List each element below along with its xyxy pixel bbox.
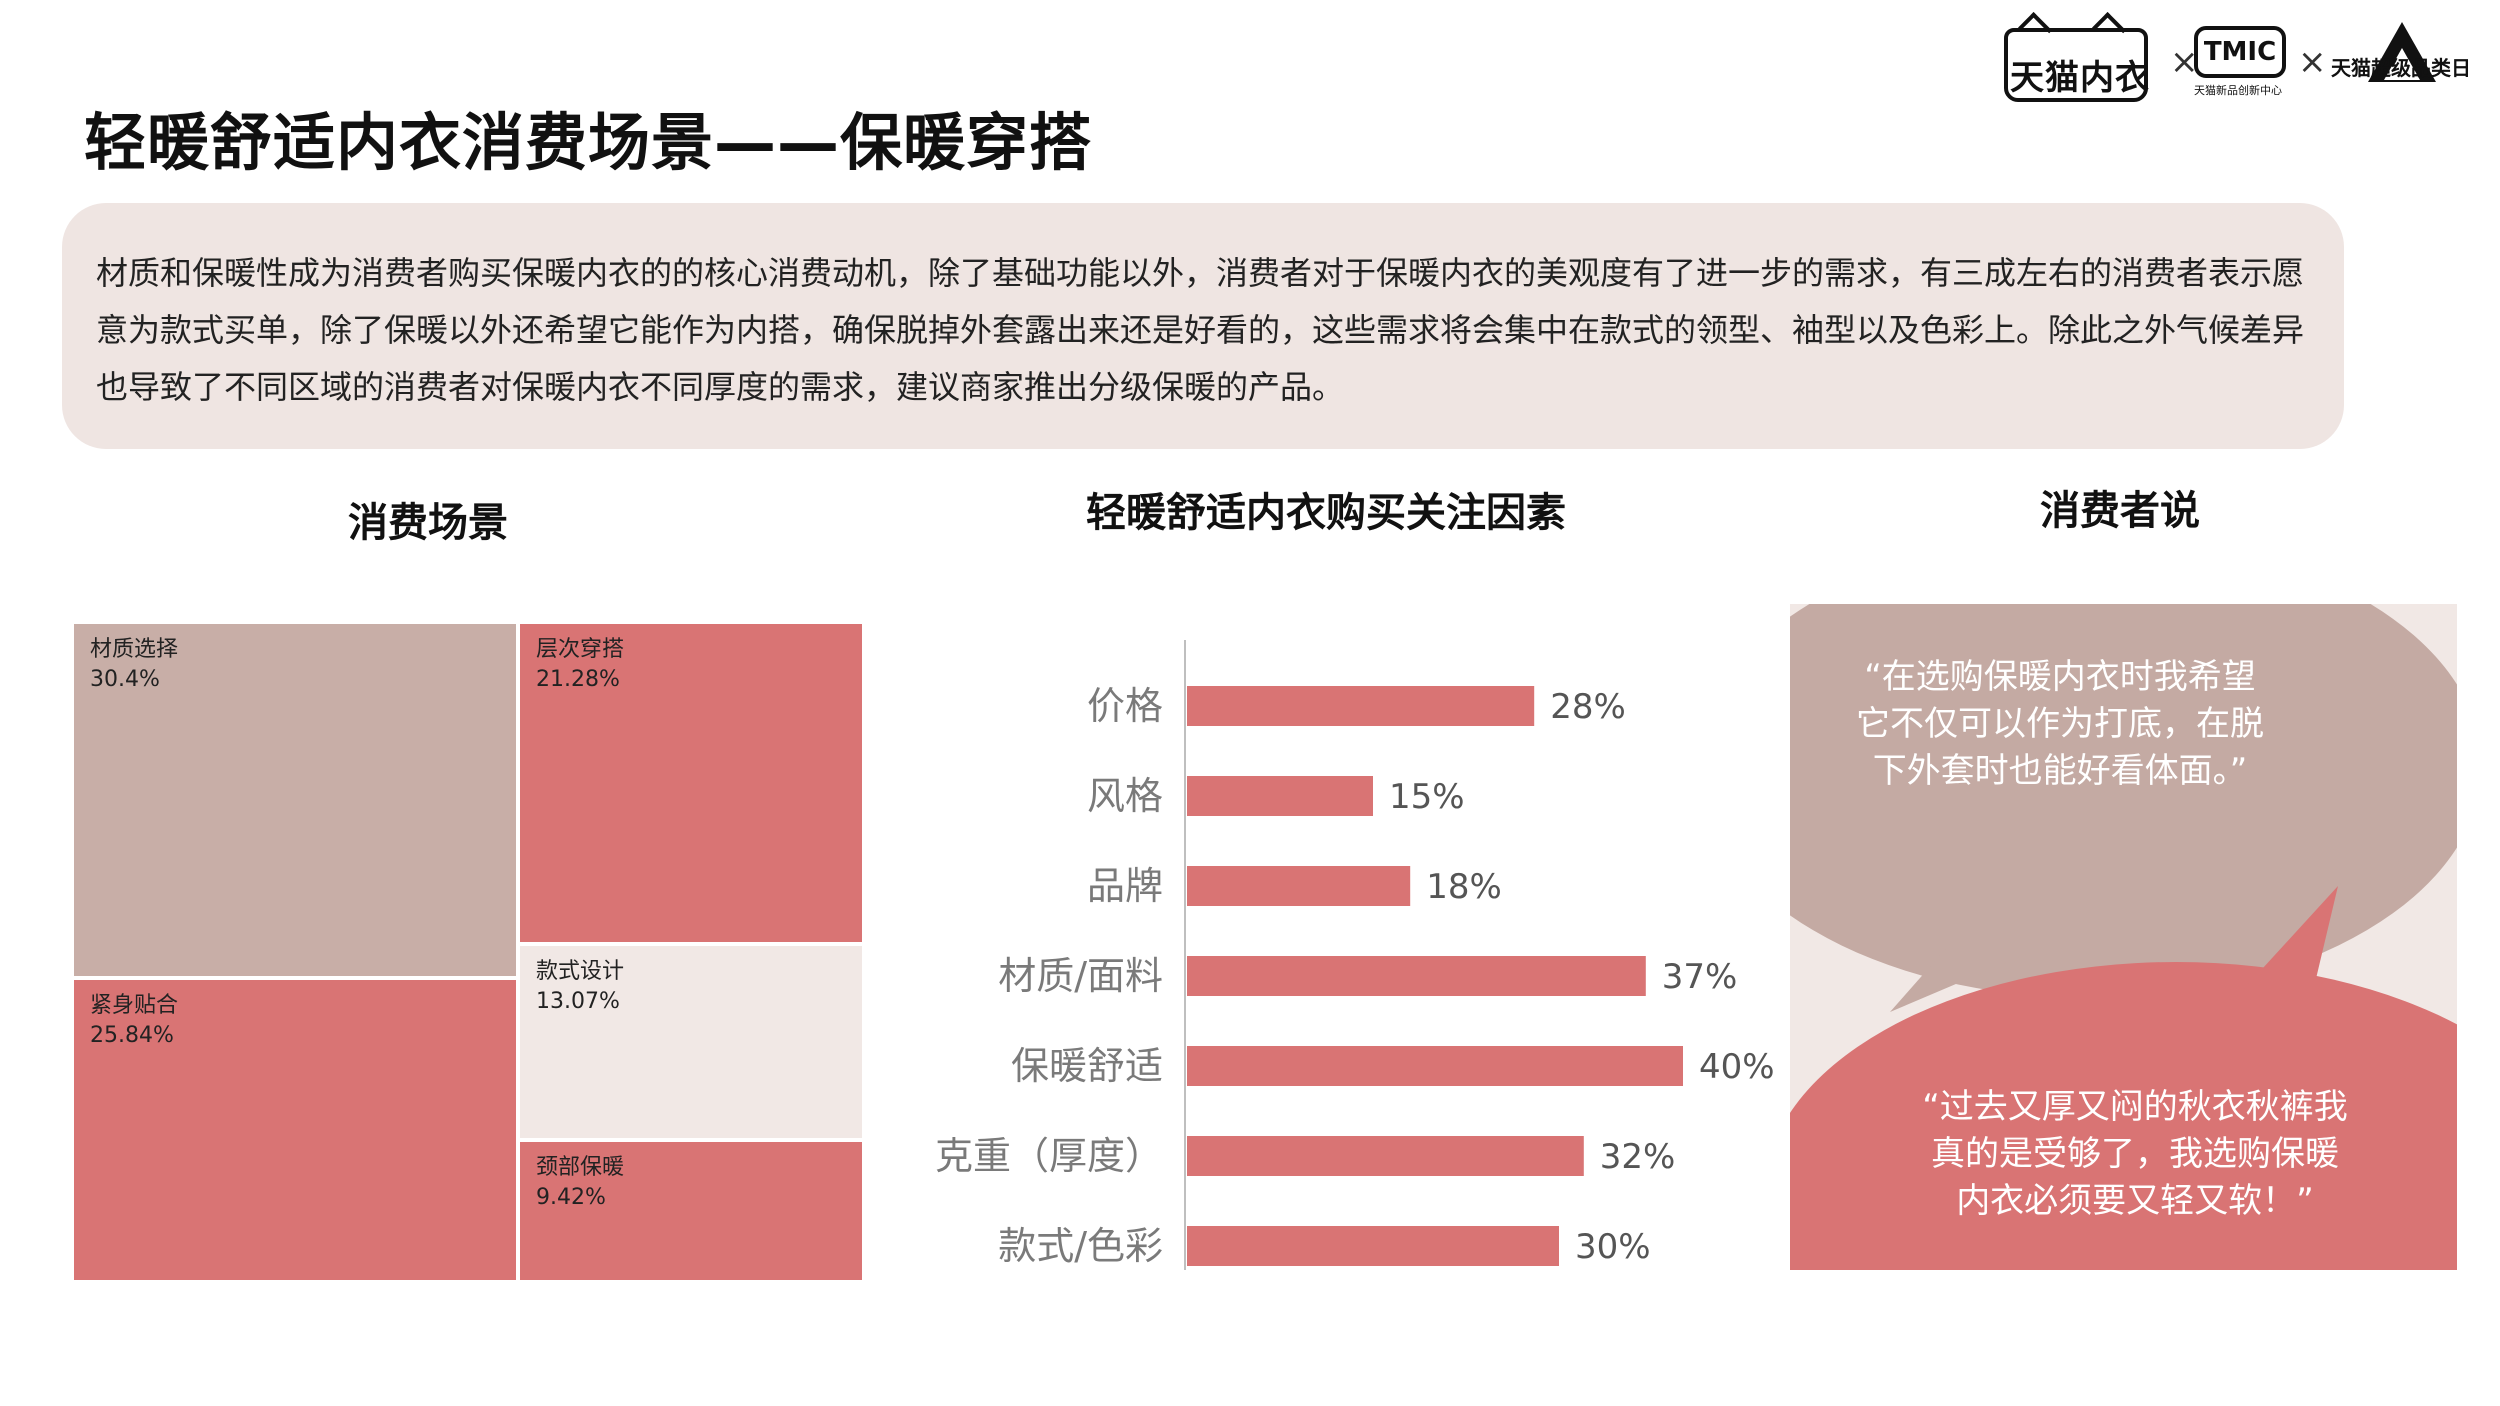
treemap-value: 21.28% [536,667,620,692]
separator-x: × [2298,42,2327,82]
treemap-cell-neck-warmth: 颈部保暖 9.42% [518,1140,864,1282]
super-category-day-logo: 天猫超级品类日 [2326,22,2476,106]
tmic-logo: TMIC 天猫新品创新中心 [2188,26,2288,102]
treemap-label: 款式设计 [536,959,625,984]
category-label: 风格 [1087,774,1163,818]
value-label: 28% [1550,687,1626,727]
tmall-logo-text: 天猫内衣 [2010,58,2150,98]
category-label: 款式/色彩 [998,1224,1163,1268]
factors-bar-chart: 价格 28% 风格 15% 品牌 18% 材质/面料 37% 保暖舒适 40% 克重（厚度） 32% 款… [935,640,1775,1270]
treemap-label: 层次穿搭 [536,637,625,662]
value-label: 40% [1699,1047,1775,1087]
triangle-inner-icon [2384,48,2420,80]
treemap-cell-material: 材质选择 30.4% [72,622,518,978]
treemap-value: 30.4% [90,667,160,692]
category-label: 品牌 [1087,864,1163,908]
category-label: 价格 [1087,684,1163,728]
bar-3 [1187,956,1646,996]
value-label: 30% [1575,1227,1651,1267]
voice-section-title: 消费者说 [2040,488,2200,534]
summary-box: 材质和保暖性成为消费者购买保暖内衣的的核心消费动机，除了基础功能以外，消费者对于… [62,203,2344,449]
speech-bubbles [1790,604,2457,1270]
bar-2 [1187,866,1411,906]
treemap-value: 25.84% [90,1023,174,1048]
bar-0 [1187,686,1535,726]
page-title: 轻暖舒适内衣消费场景——保暖穿搭 [84,106,1093,179]
speech-bubble-bottom [1790,886,2457,1270]
consumer-quote-1: “在选购保暖内衣时我希望它不仅可以作为打底，在脱下外套时也能好看体面。” [1856,657,2264,791]
tmic-logo-text: TMIC [2194,26,2286,78]
treemap-cell-style-design: 款式设计 13.07% [518,944,864,1140]
summary-text: 材质和保暖性成为消费者购买保暖内衣的的核心消费动机，除了基础功能以外，消费者对于… [96,254,2305,406]
value-label: 15% [1389,777,1465,817]
treemap-label: 材质选择 [90,637,179,662]
tmic-logo-subtitle: 天猫新品创新中心 [2194,84,2282,97]
factors-section-title: 轻暖舒适内衣购买关注因素 [1086,490,1566,536]
super-category-logo-text: 天猫超级品类日 [2331,56,2471,80]
speech-bubble-top [1790,604,2457,1012]
treemap-label: 颈部保暖 [536,1155,625,1180]
consumer-quotes-panel: “在选购保暖内衣时我希望它不仅可以作为打底，在脱下外套时也能好看体面。” “过去… [1790,604,2457,1270]
category-label: 保暖舒适 [1011,1044,1163,1088]
tmall-lingerie-logo: 天猫内衣 [2000,12,2160,102]
bar-5 [1187,1136,1584,1176]
consumer-quote-2: “过去又厚又闷的秋衣秋裤我真的是受够了，我选购保暖内衣必须要又轻又软！” [1922,1087,2348,1221]
scene-treemap: 材质选择 30.4% 层次穿搭 21.28% 紧身贴合 25.84% 款式设计 … [72,622,864,1282]
scene-section-title: 消费场景 [348,500,508,546]
category-label: 材质/面料 [998,954,1163,998]
bar-6 [1187,1226,1559,1266]
treemap-cell-layering: 层次穿搭 21.28% [518,622,864,944]
treemap-value: 13.07% [536,989,620,1014]
partner-logos: 天猫内衣 × TMIC 天猫新品创新中心 × 天猫超级品类日 [2000,12,2480,106]
value-label: 18% [1426,867,1502,907]
value-label: 32% [1600,1137,1676,1177]
value-label: 37% [1662,957,1738,997]
treemap-label: 紧身贴合 [90,993,179,1018]
category-label: 克重（厚度） [935,1134,1163,1178]
bar-1 [1187,776,1373,816]
treemap-cell-fit: 紧身贴合 25.84% [72,978,518,1282]
cat-head-icon [2004,28,2148,102]
separator-x: × [2170,42,2199,82]
treemap-value: 9.42% [536,1185,606,1210]
bar-4 [1187,1046,1683,1086]
